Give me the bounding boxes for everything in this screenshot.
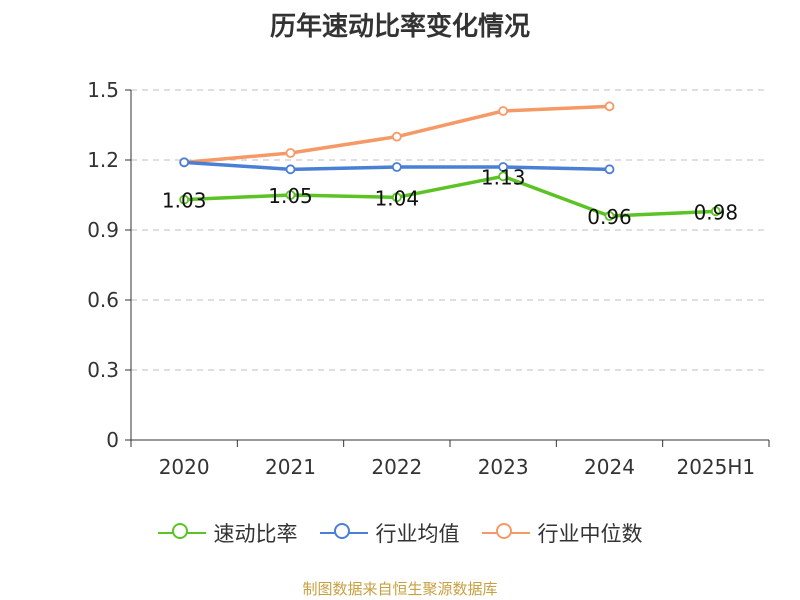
data-label: 0.98 [694,200,739,224]
data-point-1 [391,162,402,172]
data-point-0 [710,206,721,217]
x-tick-label: 2023 [478,455,529,479]
x-tick-label: 2022 [371,455,422,479]
y-tick-label: 0.6 [87,288,119,312]
series-lines [179,101,721,221]
data-point-2 [285,148,296,158]
data-label: 1.03 [162,189,207,213]
x-tick-label: 2021 [265,455,316,479]
data-point-0 [604,211,615,221]
axes: 0 0.3 0.6 0.9 1.2 1.5 2020 2021 2022 2023 2024 2025… [87,78,770,479]
data-point-0 [498,171,509,182]
y-tick-label: 0.3 [87,358,119,382]
legend-item-quick-ratio[interactable]: 速动比率 [157,518,298,548]
source-note: 制图数据来自恒生聚源数据库 [302,580,498,598]
data-point-1 [285,164,296,175]
data-point-2 [391,131,402,142]
data-point-2 [498,106,509,116]
grid-lines [131,89,769,371]
data-label: 1.04 [375,186,420,210]
data-label: 0.96 [587,205,632,229]
legend-label-industry-median: 行业中位数 [537,522,643,546]
data-label: 1.05 [268,184,313,208]
y-tick-label: 0 [106,428,119,452]
x-tick-label: 2024 [584,455,635,479]
data-label: 1.13 [481,165,526,189]
data-point-1 [604,164,615,175]
y-tick-label: 1.5 [87,78,119,102]
data-point-2 [604,101,615,112]
y-tick-label: 1.2 [87,148,119,172]
data-point-0 [391,192,402,203]
chart-title: 历年速动比率变化情况 [269,12,530,42]
legend-swatch-industry-median [481,522,530,544]
series-line-0 [184,174,716,218]
x-tick-label: 2020 [159,455,210,479]
legend-swatch-industry-mean [319,522,368,544]
x-tick-label: 2025H1 [676,455,755,479]
legend-item-industry-mean[interactable]: 行业均值 [319,518,460,548]
legend-item-industry-median[interactable]: 行业中位数 [481,518,643,548]
legend-swatch-quick-ratio [157,522,206,544]
legend-label-industry-mean: 行业均值 [375,522,460,546]
data-point-0 [285,190,296,200]
data-point-1 [498,162,509,172]
data-point-1 [179,157,190,168]
legend: 速动比率 行业均值 行业中位数 [0,518,800,548]
legend-label-quick-ratio: 速动比率 [213,522,298,546]
data-point-0 [179,194,190,205]
y-tick-label: 0.9 [87,218,119,242]
data-labels: 1.03 1.05 1.04 1.13 0.96 0.98 [162,165,738,229]
